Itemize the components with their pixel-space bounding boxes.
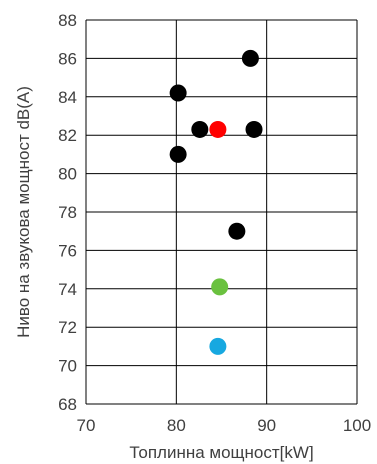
- data-point: [211, 278, 229, 296]
- y-tick-label: 68: [58, 395, 77, 414]
- data-point: [191, 120, 209, 138]
- grid-lines: [85, 19, 358, 405]
- data-point: [209, 120, 227, 138]
- x-tick-label: 100: [343, 416, 371, 435]
- x-tick-label: 80: [167, 416, 186, 435]
- y-tick-label: 80: [58, 165, 77, 184]
- x-tick-label: 90: [257, 416, 276, 435]
- y-tick-label: 84: [58, 88, 77, 107]
- data-point: [209, 337, 227, 355]
- x-axis-title: Топлинна мощност[kW]: [129, 443, 313, 462]
- y-tick-label: 86: [58, 49, 77, 68]
- y-tick-label: 74: [58, 280, 77, 299]
- y-axis-title: Ниво на звукова мощност dB(A): [14, 86, 33, 338]
- y-tick-label: 88: [58, 11, 77, 30]
- data-point: [169, 84, 187, 102]
- data-point: [245, 120, 263, 138]
- y-tick-label: 70: [58, 357, 77, 376]
- data-point: [228, 222, 246, 240]
- data-point: [169, 145, 187, 163]
- x-tick-label: 70: [77, 416, 96, 435]
- data-points: [169, 49, 263, 355]
- y-tick-label: 72: [58, 318, 77, 337]
- y-tick-label: 82: [58, 126, 77, 145]
- y-tick-label: 76: [58, 241, 77, 260]
- data-point: [241, 49, 259, 67]
- y-tick-label: 78: [58, 203, 77, 222]
